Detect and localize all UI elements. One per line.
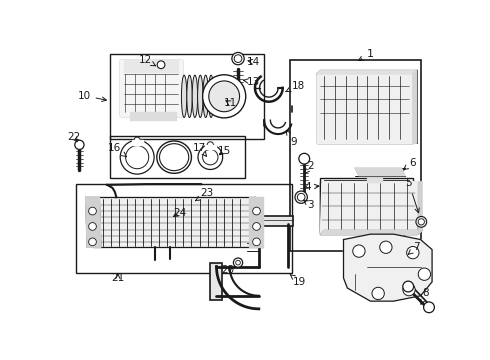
Text: 15: 15	[218, 146, 231, 156]
Circle shape	[416, 216, 427, 227]
Circle shape	[353, 245, 365, 257]
Ellipse shape	[157, 141, 192, 173]
Polygon shape	[132, 140, 143, 145]
Polygon shape	[343, 234, 432, 301]
Circle shape	[403, 281, 414, 292]
Text: 11: 11	[224, 98, 237, 108]
Circle shape	[236, 260, 240, 265]
Ellipse shape	[208, 75, 214, 117]
Bar	[320, 178, 413, 232]
Circle shape	[89, 238, 97, 246]
Polygon shape	[205, 145, 216, 149]
Text: 7: 7	[408, 242, 420, 255]
Text: 3: 3	[304, 200, 314, 210]
Bar	[320, 182, 416, 234]
Circle shape	[207, 142, 214, 148]
Polygon shape	[317, 70, 416, 74]
Circle shape	[89, 222, 97, 230]
Circle shape	[234, 55, 242, 62]
Text: 12: 12	[139, 55, 155, 66]
Bar	[324, 180, 409, 230]
Text: 4: 4	[304, 182, 319, 192]
Circle shape	[380, 241, 392, 253]
Circle shape	[89, 207, 97, 215]
Circle shape	[75, 140, 84, 149]
Polygon shape	[320, 182, 418, 234]
Text: 13: 13	[244, 77, 260, 87]
Bar	[76, 184, 292, 273]
Circle shape	[198, 145, 222, 170]
Text: 18: 18	[286, 81, 305, 92]
Bar	[130, 112, 176, 120]
Ellipse shape	[181, 75, 187, 117]
Circle shape	[203, 149, 218, 165]
Polygon shape	[249, 197, 263, 247]
Text: 2: 2	[304, 161, 314, 174]
Polygon shape	[86, 197, 263, 247]
Text: 23: 23	[196, 188, 214, 201]
Text: 17: 17	[193, 143, 207, 156]
Circle shape	[134, 137, 140, 143]
Polygon shape	[120, 60, 182, 116]
Ellipse shape	[160, 144, 189, 171]
Ellipse shape	[187, 75, 192, 117]
Circle shape	[297, 193, 305, 201]
Ellipse shape	[197, 75, 203, 117]
Text: 8: 8	[421, 288, 429, 304]
Bar	[120, 60, 182, 116]
Polygon shape	[413, 70, 416, 143]
Circle shape	[403, 283, 415, 296]
Circle shape	[418, 219, 424, 225]
Circle shape	[407, 247, 419, 259]
Polygon shape	[367, 178, 382, 182]
Polygon shape	[124, 60, 178, 72]
Text: 20: 20	[221, 265, 235, 275]
Circle shape	[233, 258, 243, 267]
Polygon shape	[320, 230, 422, 234]
Bar	[320, 76, 409, 103]
Bar	[249, 197, 263, 247]
Polygon shape	[317, 74, 413, 143]
Polygon shape	[418, 182, 422, 234]
Circle shape	[120, 140, 154, 174]
Polygon shape	[355, 168, 405, 176]
Text: 22: 22	[68, 132, 81, 142]
Bar	[210, 263, 222, 300]
Text: 9: 9	[286, 130, 297, 147]
Text: 6: 6	[404, 158, 416, 170]
Ellipse shape	[192, 75, 197, 117]
Circle shape	[157, 61, 165, 69]
Text: 24: 24	[173, 208, 186, 217]
Circle shape	[423, 302, 434, 313]
Text: 14: 14	[247, 57, 260, 67]
Circle shape	[232, 53, 244, 65]
Bar	[110, 54, 264, 139]
Circle shape	[418, 268, 431, 280]
Circle shape	[253, 222, 260, 230]
Bar	[290, 60, 420, 251]
Circle shape	[372, 287, 384, 300]
Ellipse shape	[203, 75, 208, 117]
Circle shape	[125, 145, 149, 169]
Circle shape	[295, 191, 307, 203]
Text: 10: 10	[77, 91, 106, 102]
Text: 5: 5	[406, 178, 419, 213]
Bar	[253, 216, 294, 226]
Polygon shape	[130, 112, 176, 120]
Circle shape	[203, 75, 245, 118]
Text: 21: 21	[111, 273, 124, 283]
Text: 1: 1	[359, 49, 374, 60]
Bar	[317, 74, 413, 143]
Text: 16: 16	[108, 143, 126, 157]
Circle shape	[253, 207, 260, 215]
Bar	[110, 136, 245, 178]
Circle shape	[253, 238, 260, 246]
Polygon shape	[86, 197, 101, 247]
Circle shape	[299, 153, 310, 164]
Text: 19: 19	[290, 275, 306, 287]
Circle shape	[209, 81, 240, 112]
Bar	[124, 60, 178, 72]
